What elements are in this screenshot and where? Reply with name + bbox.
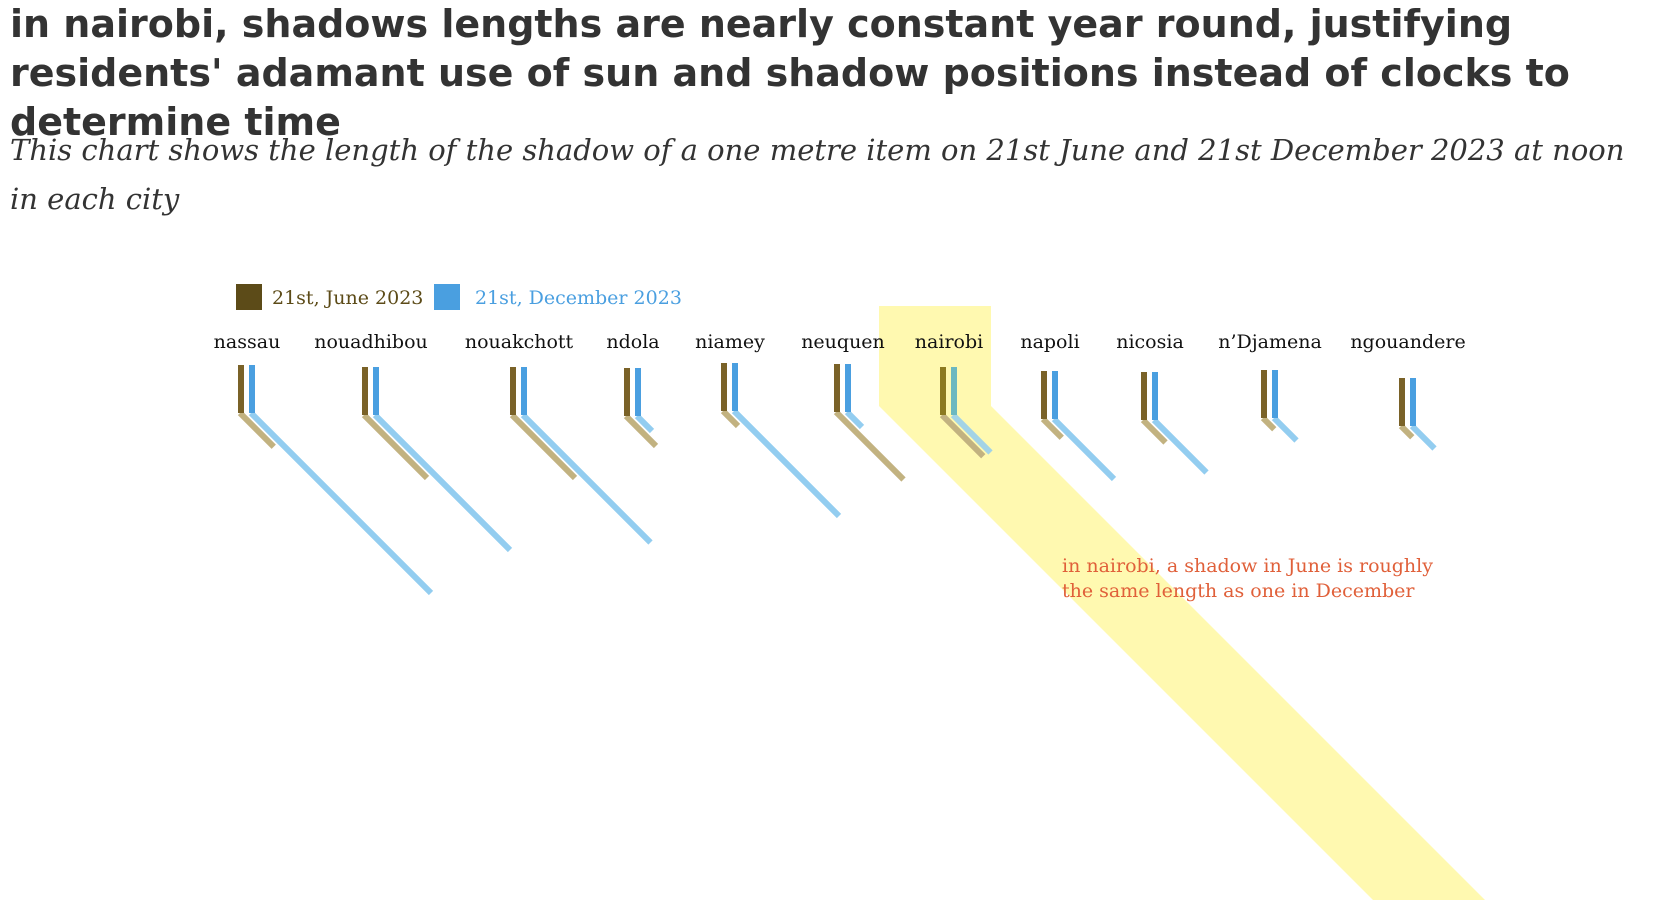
june-pole-0	[238, 365, 244, 413]
annotation: in nairobi, a shadow in June is roughly …	[1062, 555, 1433, 602]
december-pole-5	[845, 364, 851, 412]
highlight-band	[879, 306, 1485, 900]
june-pole-7	[1041, 371, 1047, 419]
annotation-line2: the same length as one in December	[1062, 580, 1415, 602]
june-shadow-1	[361, 412, 430, 481]
december-shadow-4	[731, 408, 842, 519]
december-pole-6	[951, 367, 957, 415]
marks-layer: nassau nouadhibou nouakchott ndola niamey neu…	[214, 331, 1466, 596]
june-shadow-8	[1140, 417, 1168, 445]
june-pole-5	[834, 364, 840, 412]
legend-june-swatch	[236, 284, 262, 310]
june-shadow-4	[720, 408, 741, 429]
city-label-ngouandere: ngouandere	[1350, 331, 1465, 353]
june-shadow-9	[1260, 415, 1277, 432]
december-pole-8	[1152, 372, 1158, 420]
december-shadow-1	[372, 412, 513, 553]
december-shadow-5	[844, 409, 865, 430]
june-pole-3	[624, 368, 630, 416]
city-label-ndjamena: n’Djamena	[1218, 331, 1322, 353]
december-shadow-10	[1409, 423, 1437, 451]
city-label-ndola: ndola	[606, 331, 659, 353]
december-shadow-3	[634, 413, 655, 434]
december-shadow-9	[1271, 415, 1299, 443]
december-pole-9	[1272, 370, 1278, 418]
city-label-nassau: nassau	[214, 331, 281, 353]
june-shadow-10	[1398, 423, 1415, 440]
december-pole-1	[373, 367, 379, 415]
june-shadow-5	[833, 409, 906, 482]
annotation-line1: in nairobi, a shadow in June is roughly	[1062, 555, 1433, 577]
city-label-niamey: niamey	[695, 331, 765, 353]
december-pole-7	[1052, 371, 1058, 419]
december-shadow-6	[950, 412, 993, 455]
city-label-nouadhibou: nouadhibou	[314, 331, 428, 353]
june-shadow-2	[509, 412, 578, 481]
legend-december-swatch	[434, 284, 460, 310]
city-label-nicosia: nicosia	[1116, 331, 1184, 353]
december-pole-0	[249, 365, 255, 413]
chart-title: in nairobi, shadows lengths are nearly c…	[10, 2, 1570, 144]
december-shadow-2	[520, 412, 653, 545]
city-label-neuquen: neuquen	[801, 331, 885, 353]
december-pole-2	[521, 367, 527, 415]
june-pole-8	[1141, 372, 1147, 420]
june-pole-4	[721, 363, 727, 411]
june-shadow-0	[237, 410, 276, 449]
june-pole-6	[940, 367, 946, 415]
legend-june-label: 21st, June 2023	[272, 287, 423, 309]
december-shadow-7	[1051, 416, 1117, 482]
june-pole-10	[1399, 378, 1405, 426]
june-pole-2	[510, 367, 516, 415]
december-shadow-8	[1151, 417, 1209, 475]
december-pole-3	[635, 368, 641, 416]
chart-subtitle: This chart shows the length of the shado…	[10, 133, 1625, 216]
city-label-napoli: napoli	[1020, 331, 1079, 353]
city-label-nouakchott: nouakchott	[465, 331, 574, 353]
june-pole-1	[362, 367, 368, 415]
legend-december-label: 21st, December 2023	[475, 287, 682, 309]
december-pole-10	[1410, 378, 1416, 426]
june-pole-9	[1261, 370, 1267, 418]
legend: 21st, June 2023 21st, December 2023	[236, 284, 682, 310]
december-pole-4	[732, 363, 738, 411]
city-label-nairobi: nairobi	[915, 331, 983, 353]
june-shadow-3	[623, 413, 659, 449]
highlight-layer	[879, 306, 1485, 900]
december-shadow-0	[248, 410, 434, 596]
june-shadow-6	[939, 412, 986, 459]
june-shadow-7	[1040, 416, 1064, 440]
